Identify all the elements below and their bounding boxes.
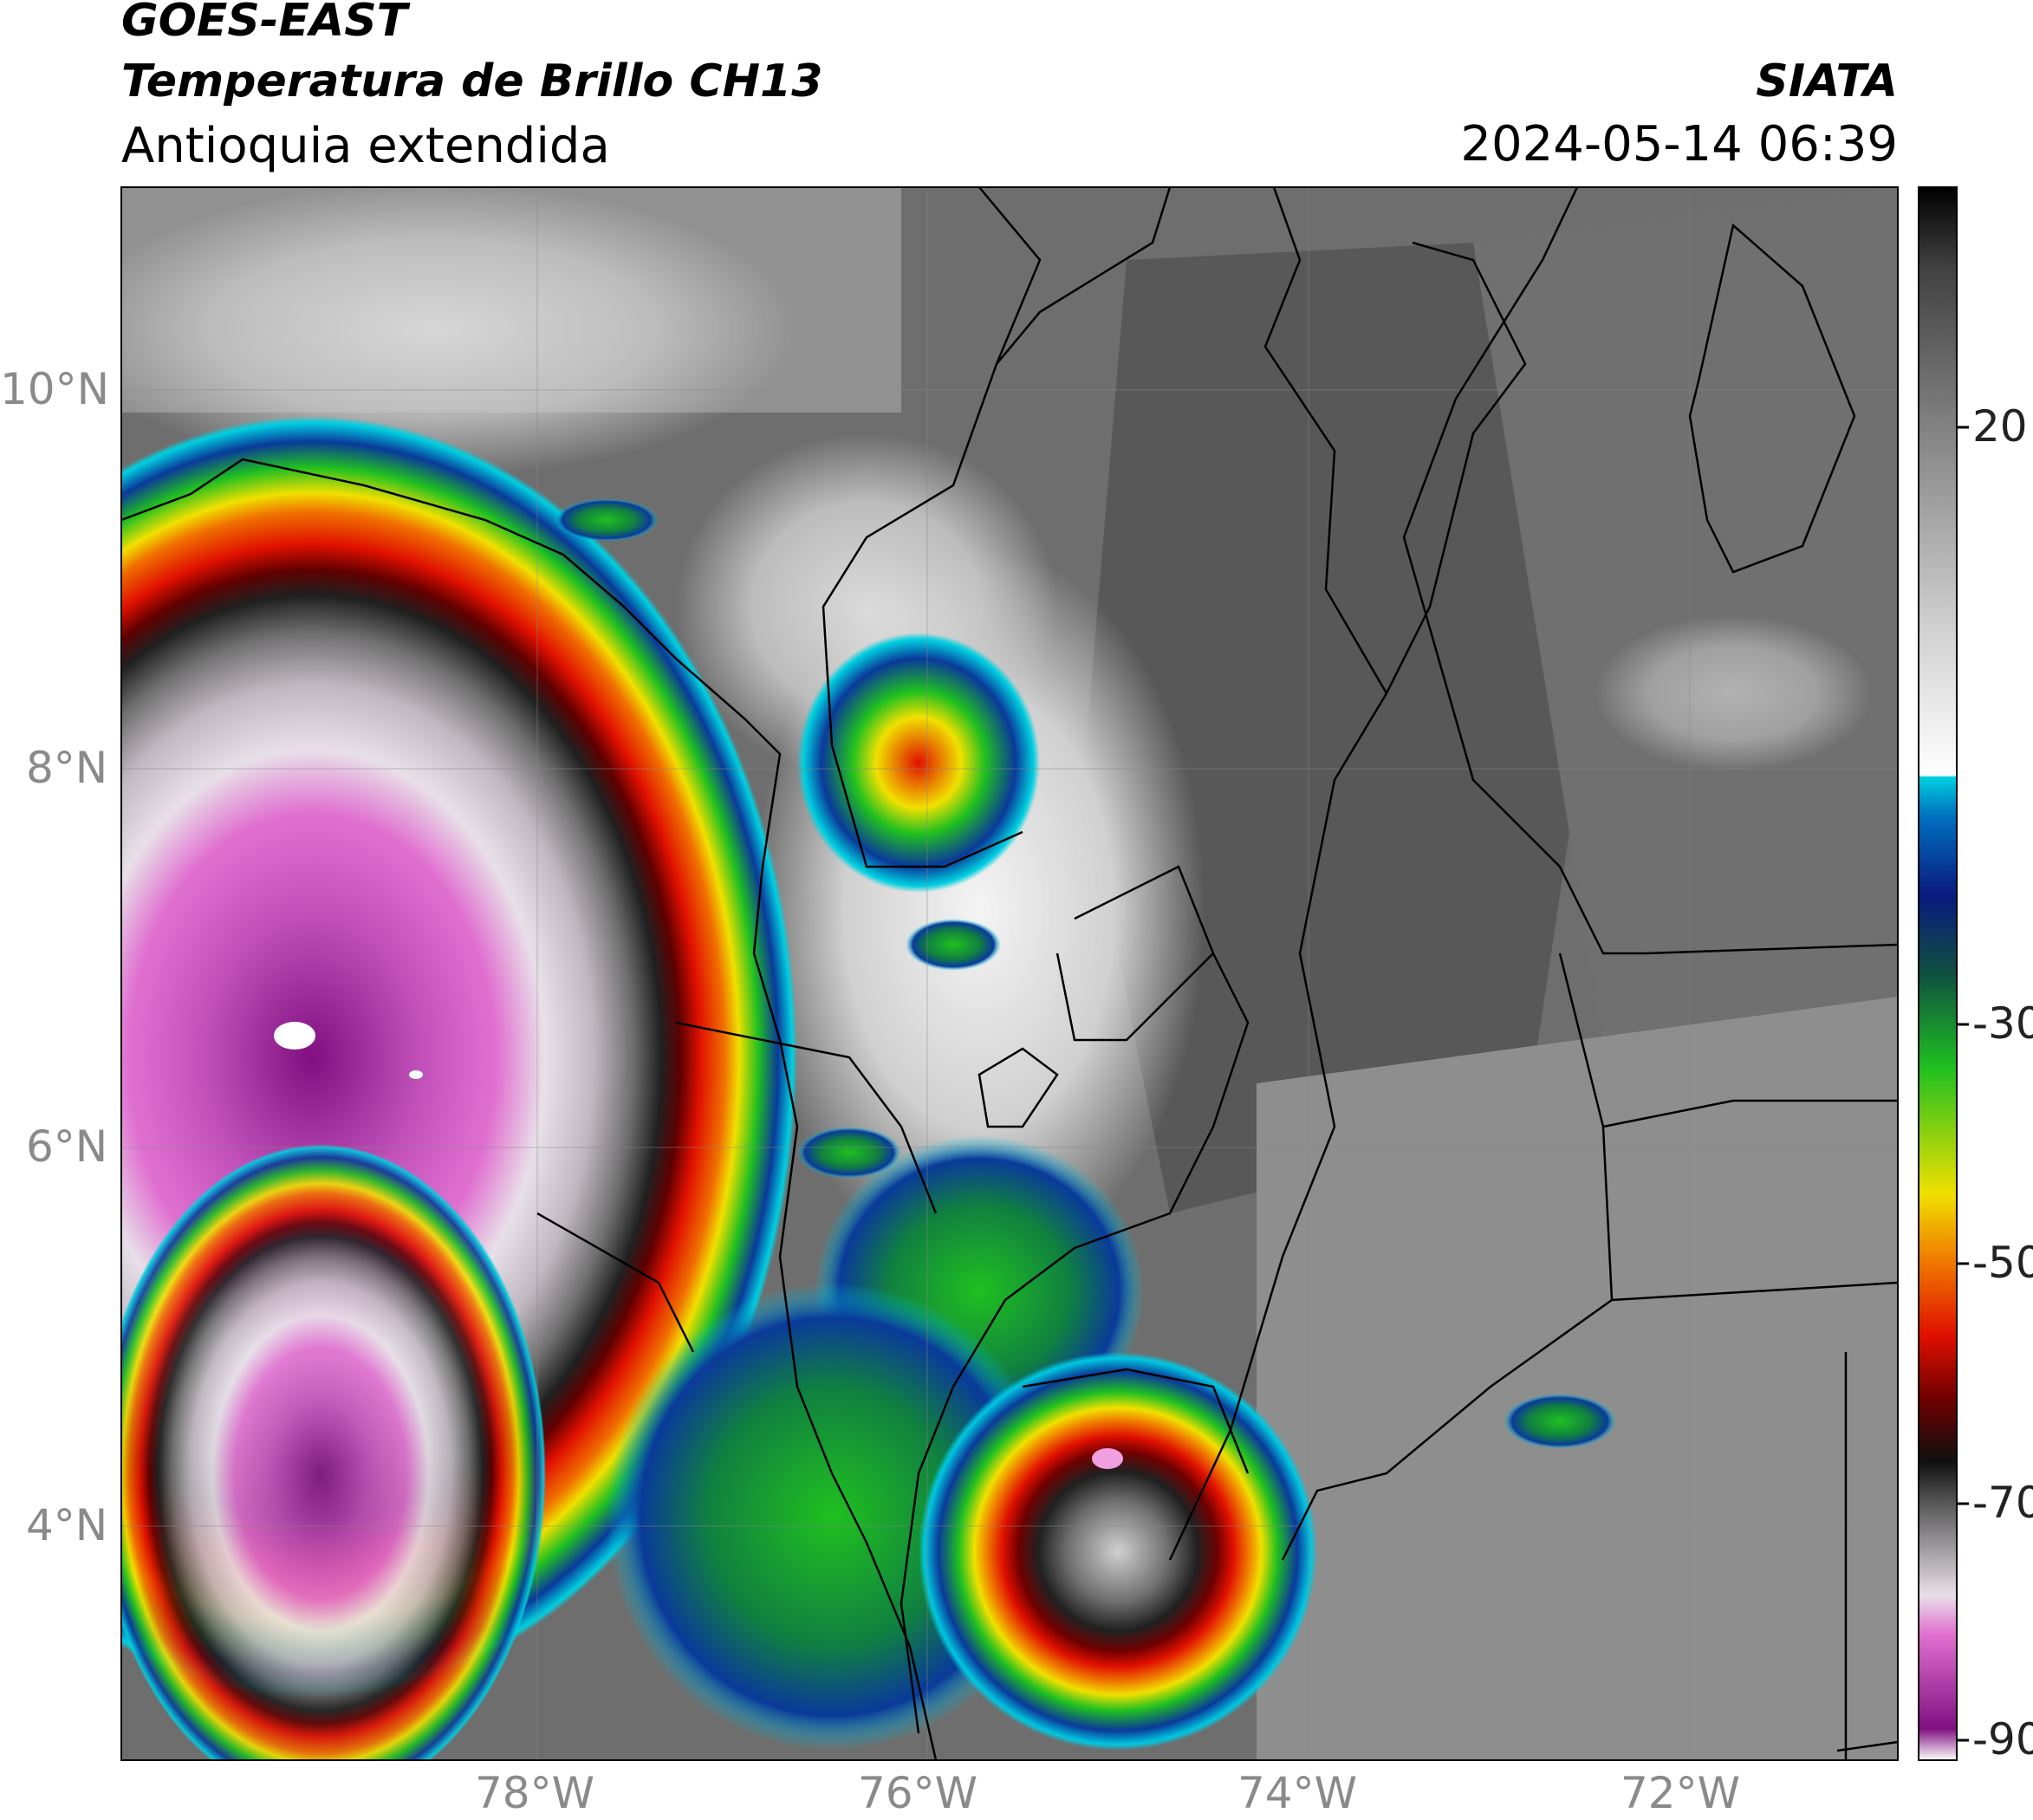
subtitle-datetime: 2024-05-14 06:39 [1460, 116, 1898, 172]
lat-tick-8: 8°N [26, 743, 108, 793]
storm-south [919, 1352, 1317, 1751]
colorbar-label-neg70: -70 [1972, 1478, 2033, 1528]
lon-tick-72: 72°W [1621, 1768, 1741, 1818]
colorbar [1918, 186, 1958, 1761]
lat-tick-10: 10°N [0, 364, 110, 414]
lat-tick-6: 6°N [26, 1121, 108, 1172]
lat-tick-4: 4°N [26, 1500, 108, 1550]
colorbar-label-neg90: -90 [1972, 1714, 2033, 1765]
colorbar-label-neg30: -30 [1972, 998, 2033, 1049]
subtitle-region: Antioquia extendida [121, 118, 610, 174]
colorbar-label-20: 20 [1972, 401, 2028, 452]
lon-tick-76: 76°W [858, 1768, 978, 1818]
title-product: Temperatura de Brillo CH13 [121, 55, 823, 107]
lon-tick-74: 74°W [1237, 1768, 1358, 1818]
title-satellite: GOES-EAST [121, 0, 408, 47]
colorbar-label-neg50: -50 [1972, 1238, 2033, 1288]
map-image [121, 187, 1898, 1760]
title-agency: SIATA [1756, 55, 1898, 107]
lon-tick-78: 78°W [475, 1768, 595, 1818]
